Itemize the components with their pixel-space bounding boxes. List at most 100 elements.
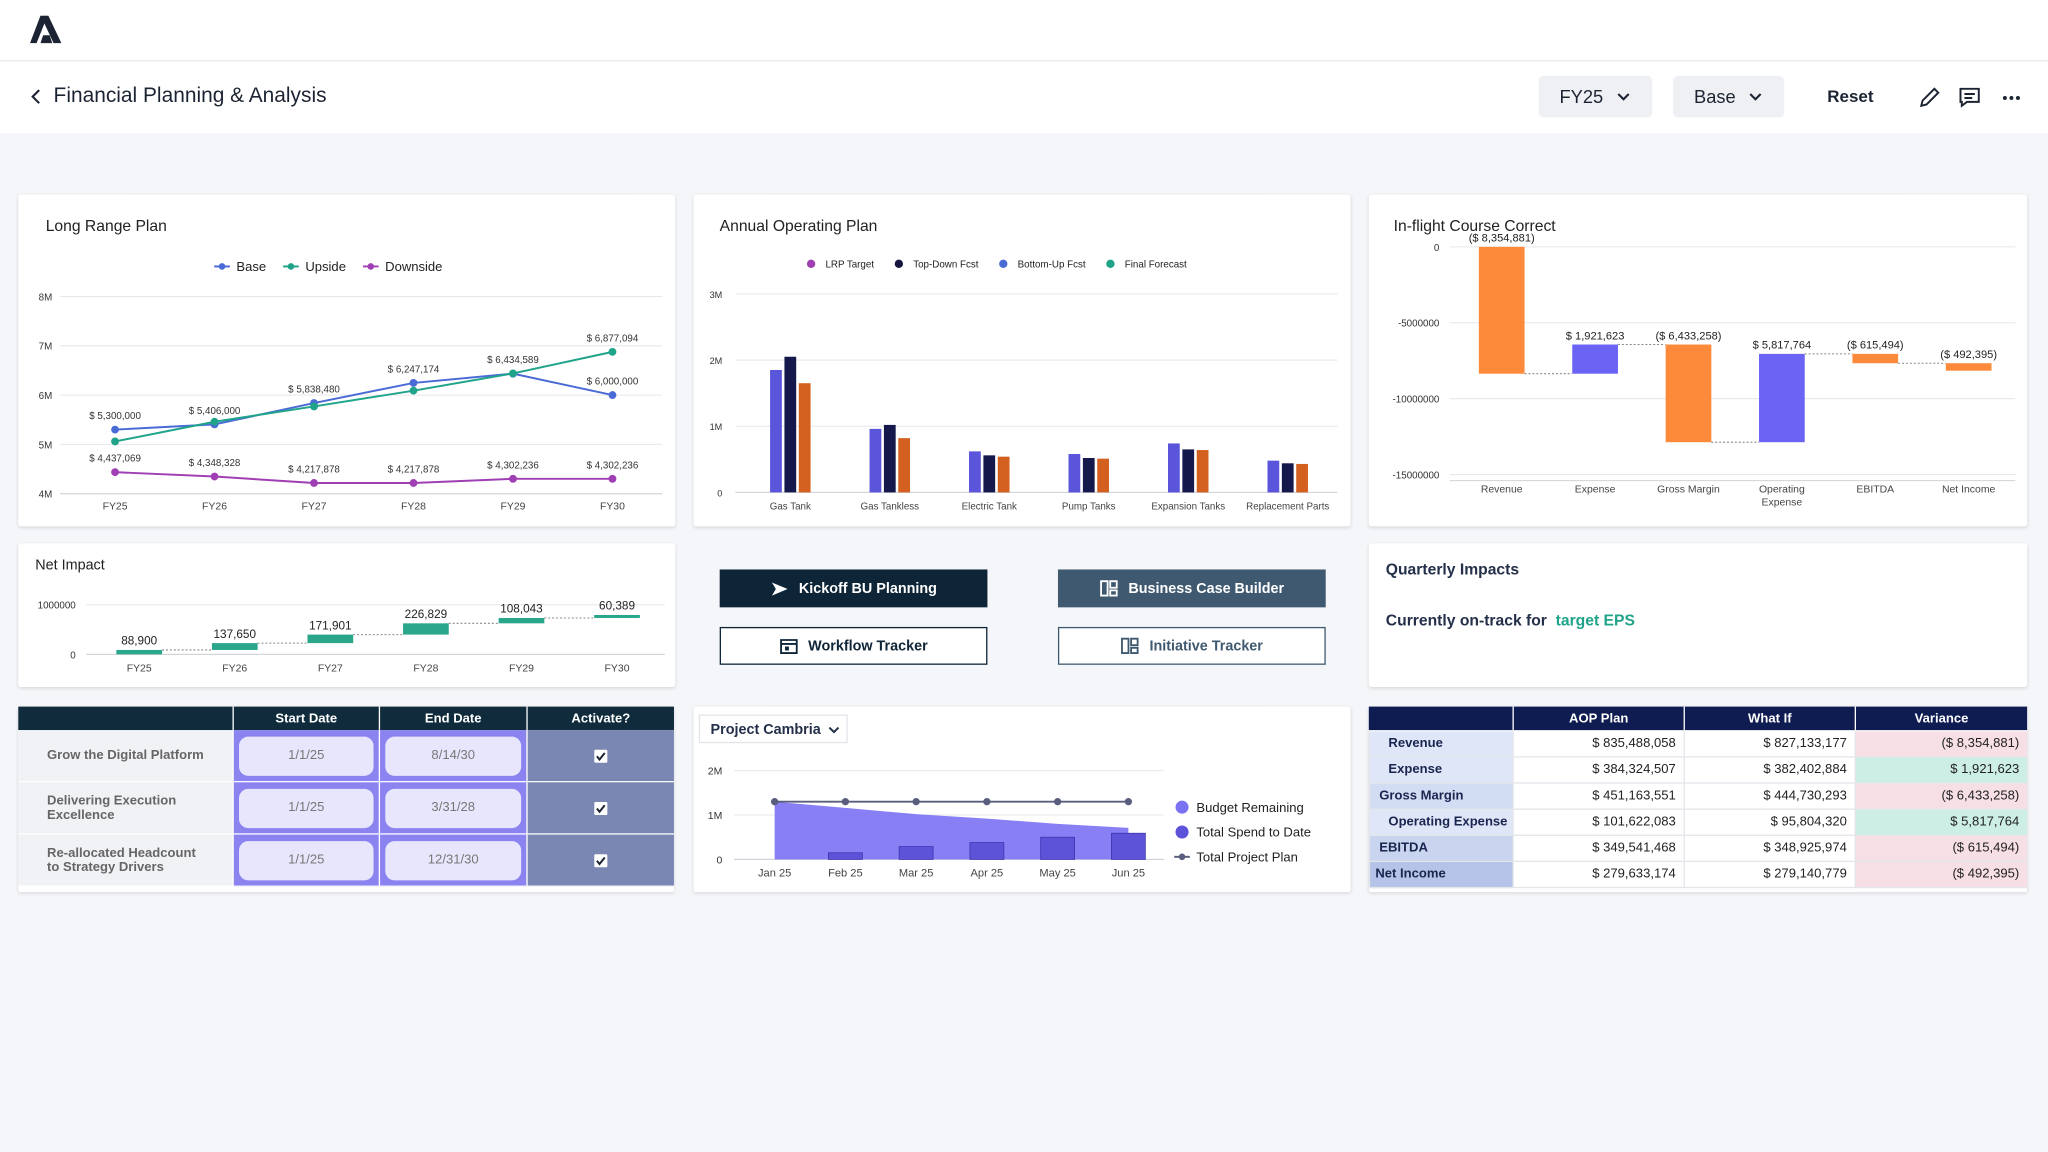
- date-input[interactable]: 1/1/25: [239, 788, 373, 828]
- project-dropdown[interactable]: Project Cambria: [698, 714, 848, 744]
- data-label: $ 4,348,328: [189, 458, 241, 469]
- checkbox[interactable]: [594, 749, 608, 763]
- data-point: [409, 378, 418, 387]
- waterfall-bar: [594, 614, 640, 618]
- data-point: [509, 474, 517, 483]
- x-tick-label: FY29: [509, 663, 534, 674]
- y-tick-label: 4M: [39, 490, 53, 501]
- x-tick-label: Net Income: [1942, 484, 1996, 495]
- header-row: [1368, 706, 2028, 731]
- data-label: $ 5,838,480: [288, 385, 340, 396]
- data-label: $ 6,877,094: [587, 333, 639, 344]
- chevron: [1617, 93, 1630, 101]
- y-tick-label: 0: [716, 855, 722, 866]
- toolbar-icons: [1919, 87, 2020, 108]
- checkbox[interactable]: [594, 801, 608, 815]
- y-tick-label: -5000000: [1398, 319, 1440, 330]
- data-label: $ 5,300,000: [89, 411, 141, 422]
- waterfall-bar: [498, 617, 545, 624]
- data-point: [409, 479, 418, 487]
- kickoff-button[interactable]: Kickoff BU Planning: [719, 569, 988, 608]
- top-bar: [0, 0, 2048, 62]
- value-cell: $ 451,163,551: [1512, 783, 1684, 810]
- business-case-button[interactable]: Business Case Builder: [1057, 569, 1326, 608]
- edit-icon[interactable]: [1919, 87, 1940, 108]
- data-point: [111, 437, 119, 446]
- area: [774, 801, 1129, 860]
- data-point: [409, 386, 418, 395]
- bar: [784, 356, 797, 493]
- bar: [1111, 832, 1146, 860]
- date-cell: 3/31/28: [378, 782, 527, 835]
- data-point: [608, 474, 617, 483]
- workflow-button[interactable]: Workflow Tracker: [719, 626, 988, 665]
- data-point: [509, 369, 517, 378]
- x-tick-label: FY30: [600, 501, 625, 512]
- x-tick-label: Gas Tankless: [861, 501, 920, 512]
- data-label: $ 6,000,000: [587, 377, 639, 388]
- x-tick-label: Jun 25: [1112, 867, 1145, 879]
- date-cell: 12/31/30: [378, 834, 527, 887]
- legend-label: Bottom-Up Fcst: [1018, 259, 1086, 270]
- legend-swatch: [1106, 259, 1115, 269]
- annual-operating-plan-card: Annual Operating Plan 0 1M 2M 3M Gas Tank Gas …: [693, 194, 1351, 527]
- y-tick-label: 2M: [708, 767, 723, 778]
- data-label: 60,389: [599, 600, 635, 613]
- date-input[interactable]: 1/1/25: [239, 736, 373, 776]
- course-correct-card: In-flight Course Correct -15000000 -100000…: [1368, 194, 2028, 527]
- more-icon[interactable]: [2002, 96, 2020, 100]
- fiscal-year: FY25: [1559, 86, 1604, 108]
- header-row: [18, 706, 674, 731]
- card-title: Annual Operating Plan: [719, 216, 878, 236]
- column-header: AOP Plan: [1512, 706, 1683, 731]
- scenario-dropdown[interactable]: Base: [1673, 75, 1785, 118]
- value-cell: $ 1,921,623: [1854, 757, 2028, 784]
- data-label: ($ 492,395): [1940, 349, 1997, 361]
- status-highlight: target EPS: [1555, 611, 1635, 630]
- initiative-button[interactable]: Initiative Tracker: [1057, 626, 1326, 665]
- data-label: 108,043: [500, 603, 543, 616]
- chart: -15000000 -10000000 -5000000 0 Revenue Expens…: [1393, 233, 2016, 508]
- card-title: Long Range Plan: [45, 216, 167, 236]
- x-tick-label: FY27: [302, 501, 327, 512]
- chart: 4M 5M 6M 7M 8M FY25 FY26 FY27 FY28 FY29 FY30 $ 5,30…: [39, 259, 663, 512]
- data-label: $ 4,302,236: [587, 460, 639, 471]
- status-text: Currently on-track for target EPS: [1386, 611, 1635, 629]
- data-label: ($ 615,494): [1847, 340, 1904, 352]
- data-label: $ 5,406,000: [189, 406, 241, 417]
- x-tick-label: Revenue: [1481, 484, 1523, 495]
- legend-swatch: [367, 263, 375, 270]
- date-input[interactable]: 8/14/30: [385, 736, 521, 776]
- variance-table: AOP Plan What If Variance Revenue $ 835,488,…: [1368, 706, 2028, 893]
- x-tick-label: May 25: [1039, 867, 1075, 879]
- fiscal-year-dropdown[interactable]: FY25: [1538, 75, 1653, 118]
- x-tick-label-line: Expense: [1762, 497, 1803, 508]
- y-tick-label: -15000000: [1393, 470, 1440, 481]
- checkbox[interactable]: [594, 853, 608, 867]
- x-tick-label: FY27: [318, 663, 343, 674]
- dropdown-label: Project Cambria: [710, 722, 821, 738]
- date-input[interactable]: 12/31/30: [385, 840, 521, 880]
- bar: [770, 369, 782, 493]
- legend-label: Upside: [305, 259, 346, 274]
- bar: [983, 455, 996, 493]
- value-cell: $ 348,925,974: [1683, 835, 1855, 863]
- icon: [771, 581, 788, 595]
- column-header: End Date: [378, 706, 527, 731]
- reset-button[interactable]: Reset: [1827, 86, 1874, 106]
- row-label: Expense: [1368, 757, 1513, 784]
- date-input[interactable]: 1/1/25: [239, 840, 373, 880]
- data-label: $ 4,217,878: [288, 465, 340, 476]
- date-input[interactable]: 3/31/28: [385, 788, 521, 828]
- legend-swatch: [999, 259, 1008, 269]
- data-point: [770, 798, 779, 806]
- comment-icon[interactable]: [1959, 87, 1980, 108]
- check: [596, 803, 606, 813]
- back-button[interactable]: [29, 88, 45, 106]
- data-label: ($ 8,354,881): [1469, 233, 1535, 245]
- legend-swatch: [218, 263, 226, 270]
- logo: [30, 15, 62, 44]
- bar: [828, 852, 863, 860]
- series-line: [114, 350, 613, 443]
